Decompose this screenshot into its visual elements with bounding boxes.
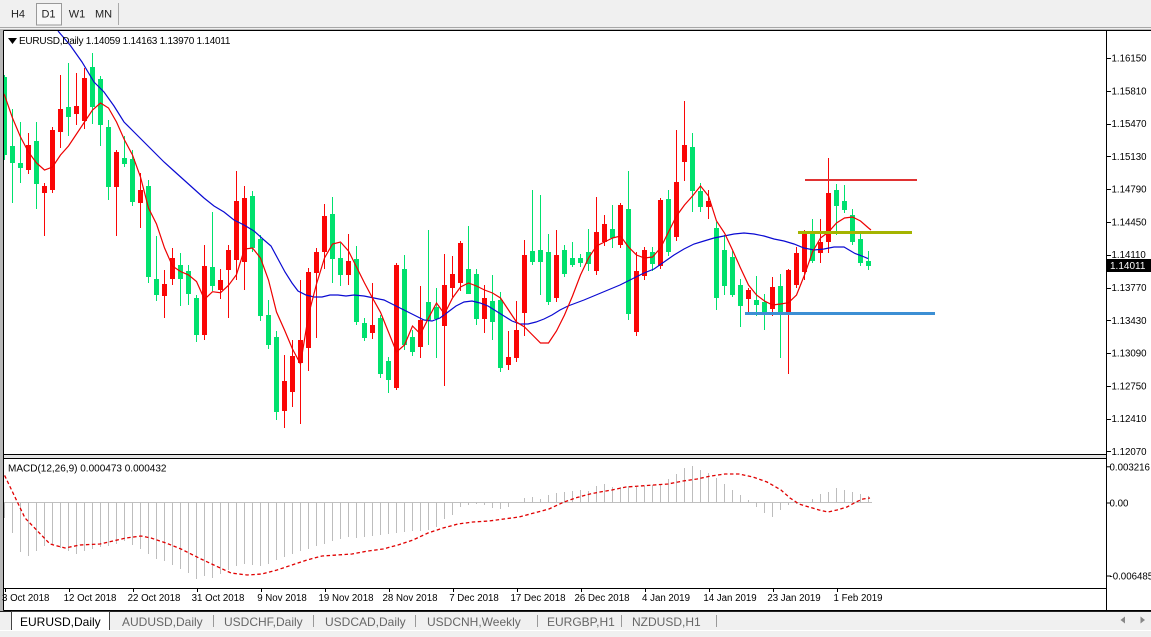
svg-text:4 Jan 2019: 4 Jan 2019 (642, 593, 690, 604)
svg-text:1.12750: 1.12750 (1112, 381, 1148, 392)
svg-text:1.13090: 1.13090 (1112, 349, 1148, 360)
svg-text:1.12070: 1.12070 (1112, 447, 1148, 458)
svg-text:0.003216: 0.003216 (1110, 462, 1150, 473)
svg-text:1.13770: 1.13770 (1112, 283, 1148, 294)
svg-text:26 Dec 2018: 26 Dec 2018 (575, 593, 630, 604)
svg-text:1.14110: 1.14110 (1112, 250, 1147, 261)
svg-text:3 Oct 2018: 3 Oct 2018 (2, 593, 49, 604)
svg-text:MN: MN (95, 9, 112, 21)
svg-text:28 Nov 2018: 28 Nov 2018 (383, 593, 438, 604)
svg-text:14 Jan 2019: 14 Jan 2019 (703, 593, 756, 604)
svg-text:1.15130: 1.15130 (1112, 152, 1148, 163)
svg-text:EURUSD,Daily: EURUSD,Daily (20, 615, 101, 629)
svg-text:EURUSD,Daily 1.14059 1.14163: EURUSD,Daily 1.14059 1.14163 1.13970 1.1… (19, 36, 231, 47)
svg-text:1.12410: 1.12410 (1112, 414, 1148, 425)
svg-text:-0.006485: -0.006485 (1110, 572, 1151, 583)
svg-text:USDCAD,Daily: USDCAD,Daily (325, 615, 406, 629)
svg-text:1.15470: 1.15470 (1112, 119, 1148, 130)
svg-text:1 Feb 2019: 1 Feb 2019 (833, 593, 882, 604)
svg-text:12 Oct 2018: 12 Oct 2018 (64, 593, 117, 604)
svg-text:1.15810: 1.15810 (1112, 86, 1148, 97)
svg-text:MACD(12,26,9) 0.000473 0.00043: MACD(12,26,9) 0.000473 0.000432 (8, 464, 167, 475)
svg-text:EURGBP,H1: EURGBP,H1 (547, 615, 615, 629)
svg-text:NZDUSD,H1: NZDUSD,H1 (632, 615, 701, 629)
svg-text:22 Oct 2018: 22 Oct 2018 (128, 593, 181, 604)
svg-text:H4: H4 (11, 9, 25, 21)
svg-text:USDCNH,Weekly: USDCNH,Weekly (427, 615, 521, 629)
svg-text:17 Dec 2018: 17 Dec 2018 (511, 593, 566, 604)
svg-text:D1: D1 (41, 9, 55, 21)
svg-text:31 Oct 2018: 31 Oct 2018 (192, 593, 245, 604)
svg-text:1.14011: 1.14011 (1110, 261, 1146, 272)
svg-text:1.14790: 1.14790 (1112, 185, 1148, 196)
svg-text:1.13430: 1.13430 (1112, 316, 1148, 327)
svg-text:AUDUSD,Daily: AUDUSD,Daily (122, 615, 203, 629)
svg-text:23 Jan 2019: 23 Jan 2019 (767, 593, 820, 604)
svg-text:1.14450: 1.14450 (1112, 217, 1148, 228)
svg-text:USDCHF,Daily: USDCHF,Daily (224, 615, 303, 629)
svg-text:19 Nov 2018: 19 Nov 2018 (319, 593, 374, 604)
svg-text:7 Dec 2018: 7 Dec 2018 (449, 593, 499, 604)
svg-text:W1: W1 (69, 9, 86, 21)
svg-text:0.00: 0.00 (1110, 499, 1129, 510)
svg-text:9 Nov 2018: 9 Nov 2018 (257, 593, 307, 604)
svg-text:1.16150: 1.16150 (1112, 54, 1148, 65)
